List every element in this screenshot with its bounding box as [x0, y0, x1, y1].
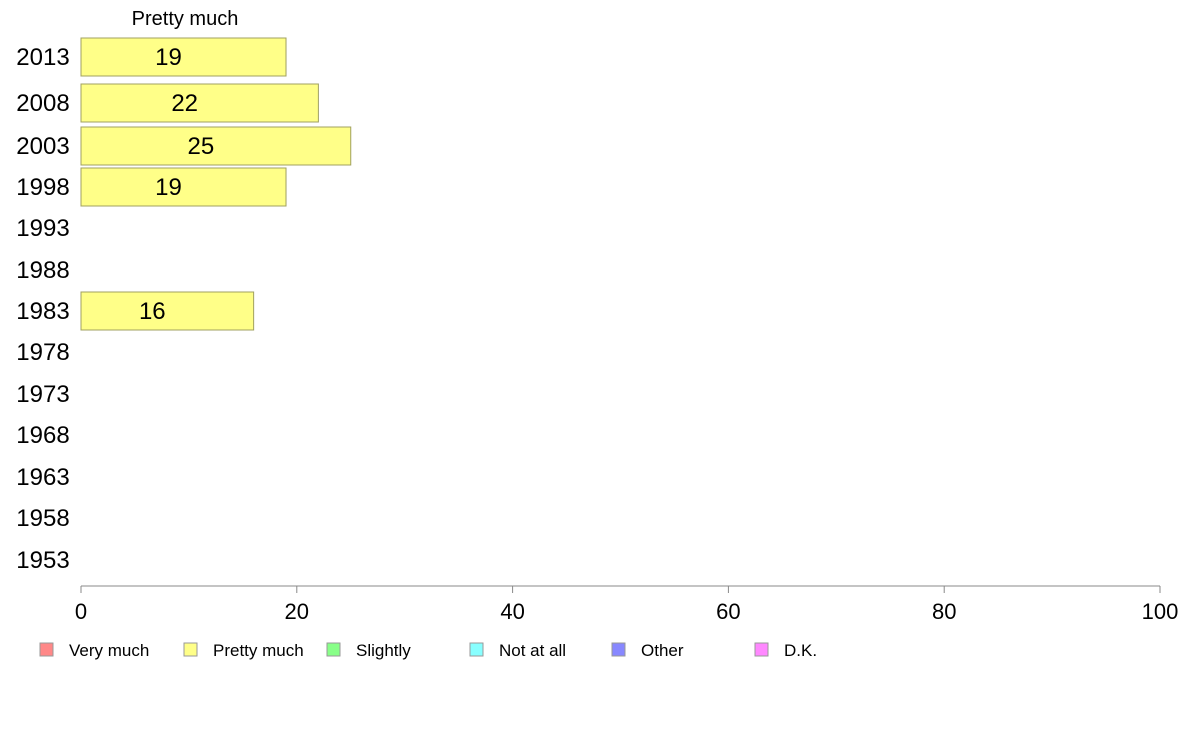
legend-label-0: Very much	[69, 641, 149, 660]
x-tick-label-100: 100	[1142, 599, 1179, 624]
y-axis-labels: 2013 2008 2003 1998 1993 1988 1983 1978 1973 1968…	[16, 44, 69, 574]
legend-swatch-5	[754, 642, 769, 657]
y-tick-label-2003: 2003	[16, 133, 69, 160]
data-label-2008: 22	[171, 90, 198, 117]
legend-swatch-0	[39, 642, 54, 657]
bar-1983	[80, 291, 255, 331]
legend-swatch-2	[326, 642, 341, 657]
y-tick-label-1953: 1953	[16, 547, 69, 574]
legend-swatch-1	[183, 642, 198, 657]
x-tick-label-80: 80	[932, 599, 956, 624]
legend-label-2: Slightly	[356, 641, 411, 660]
bar-2013	[80, 37, 287, 77]
bar-2008	[80, 83, 319, 123]
x-tick-label-0: 0	[75, 599, 87, 624]
x-axis: 0 20 40 60 80 100	[75, 585, 1179, 624]
bar-1998	[80, 167, 287, 207]
legend-label-5: D.K.	[784, 641, 817, 660]
y-tick-label-1973: 1973	[16, 381, 69, 408]
series-title: Pretty much	[132, 8, 239, 30]
y-tick-label-1978: 1978	[16, 339, 69, 366]
bar-2003	[80, 126, 352, 166]
y-tick-label-1983: 1983	[16, 298, 69, 325]
legend-swatch-3	[469, 642, 484, 657]
legend-label-1: Pretty much	[213, 641, 304, 660]
data-label-1998: 19	[155, 174, 182, 201]
data-label-1983: 16	[139, 298, 166, 325]
y-tick-label-2008: 2008	[16, 90, 69, 117]
legend-label-3: Not at all	[499, 641, 566, 660]
x-tick-label-60: 60	[716, 599, 740, 624]
legend-label-4: Other	[641, 641, 684, 660]
data-label-2003: 25	[188, 133, 215, 160]
legend: Very much Pretty much Slightly Not at all Ot…	[39, 641, 817, 660]
y-tick-label-1988: 1988	[16, 257, 69, 284]
y-tick-label-1998: 1998	[16, 174, 69, 201]
y-tick-label-1993: 1993	[16, 215, 69, 242]
y-tick-label-1963: 1963	[16, 464, 69, 491]
legend-swatch-4	[611, 642, 626, 657]
y-tick-label-1958: 1958	[16, 505, 69, 532]
x-tick-label-20: 20	[285, 599, 309, 624]
data-label-2013: 19	[155, 44, 182, 71]
y-tick-label-2013: 2013	[16, 44, 69, 71]
y-tick-label-1968: 1968	[16, 422, 69, 449]
x-tick-label-40: 40	[500, 599, 524, 624]
